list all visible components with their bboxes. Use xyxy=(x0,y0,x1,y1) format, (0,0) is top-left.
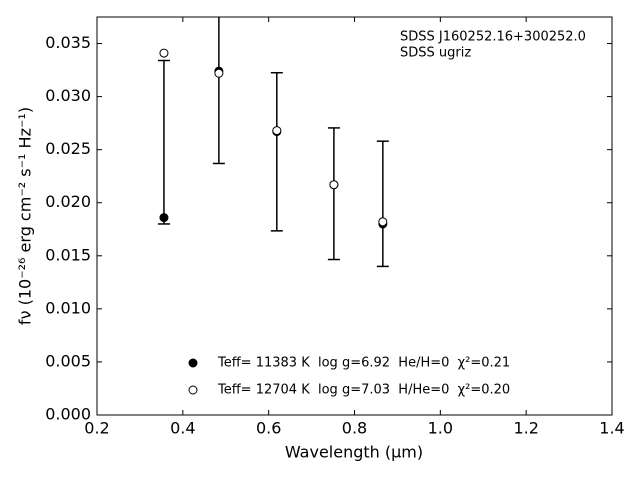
data-point xyxy=(214,68,224,78)
y-tick-label: 0.030 xyxy=(45,86,91,105)
y-tick-label: 0.005 xyxy=(45,351,91,370)
x-tick-label: 1.0 xyxy=(428,419,453,438)
plot-area xyxy=(157,17,389,268)
data-point xyxy=(378,217,388,227)
y-tick-label: 0.035 xyxy=(45,33,91,52)
data-point xyxy=(159,48,169,58)
annotation: SDSS J160252.16+300252.0 xyxy=(400,30,586,45)
x-tick-label: 1.2 xyxy=(513,419,538,438)
data-point xyxy=(159,213,169,223)
x-tick-label: 0.8 xyxy=(342,419,367,438)
legend-marker xyxy=(188,385,198,395)
y-tick-label: 0.020 xyxy=(45,192,91,211)
legend-marker xyxy=(188,358,198,368)
data-point xyxy=(329,180,339,190)
x-tick-label: 0.6 xyxy=(256,419,281,438)
legend-label: Teff= 11383 K log g=6.92 He/H=0 χ²=0.21 xyxy=(217,356,510,371)
y-tick-label: 0.010 xyxy=(45,298,91,317)
x-tick-label: 0.2 xyxy=(84,419,109,438)
y-axis-label: fν (10⁻²⁶ erg cm⁻² s⁻¹ Hz⁻¹) xyxy=(16,107,35,325)
x-tick-label: 1.4 xyxy=(599,419,624,438)
legend-label: Teff= 12704 K log g=7.03 H/He=0 χ²=0.20 xyxy=(217,383,510,398)
x-tick-label: 0.4 xyxy=(170,419,195,438)
y-tick-label: 0.000 xyxy=(45,405,91,424)
data-point xyxy=(272,126,282,136)
y-tick-label: 0.025 xyxy=(45,139,91,158)
annotation: SDSS ugriz xyxy=(400,46,471,61)
y-tick-label: 0.015 xyxy=(45,245,91,264)
x-axis-label: Wavelength (μm) xyxy=(285,443,423,462)
